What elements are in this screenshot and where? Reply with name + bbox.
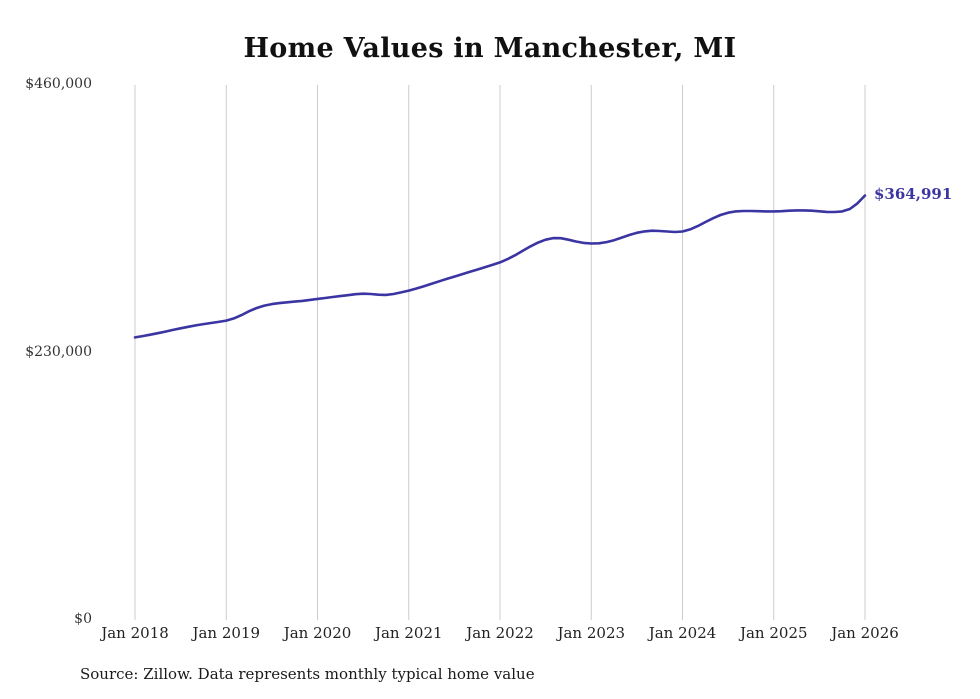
chart-title: Home Values in Manchester, MI (243, 33, 737, 64)
x-tick-label: Jan 2026 (831, 624, 899, 642)
x-axis-labels: Jan 2018 Jan 2019 Jan 2020 Jan 2021 Jan 2022… (0, 624, 980, 646)
x-tick-label: Jan 2021 (374, 624, 443, 642)
x-tick-label: Jan 2019 (192, 624, 261, 642)
y-tick-label: $0 (74, 611, 92, 627)
y-tick-label: $230,000 (25, 343, 92, 360)
y-tick-label: $460,000 (25, 76, 92, 92)
vertical-gridlines (134, 85, 866, 620)
x-tick-label: Jan 2024 (648, 624, 717, 642)
home-value-line (133, 194, 867, 339)
y-axis-labels: $460,000 $230,000 $0 (0, 0, 100, 699)
end-value-label: $364,991 (874, 185, 953, 204)
source-note: Source: Zillow. Data represents monthly … (80, 665, 535, 683)
x-tick-label: Jan 2023 (557, 624, 626, 642)
x-tick-label: Jan 2022 (466, 624, 534, 642)
x-tick-label: Jan 2020 (283, 624, 352, 642)
x-tick-label: Jan 2025 (739, 624, 808, 642)
x-tick-label: Jan 2018 (101, 624, 169, 642)
